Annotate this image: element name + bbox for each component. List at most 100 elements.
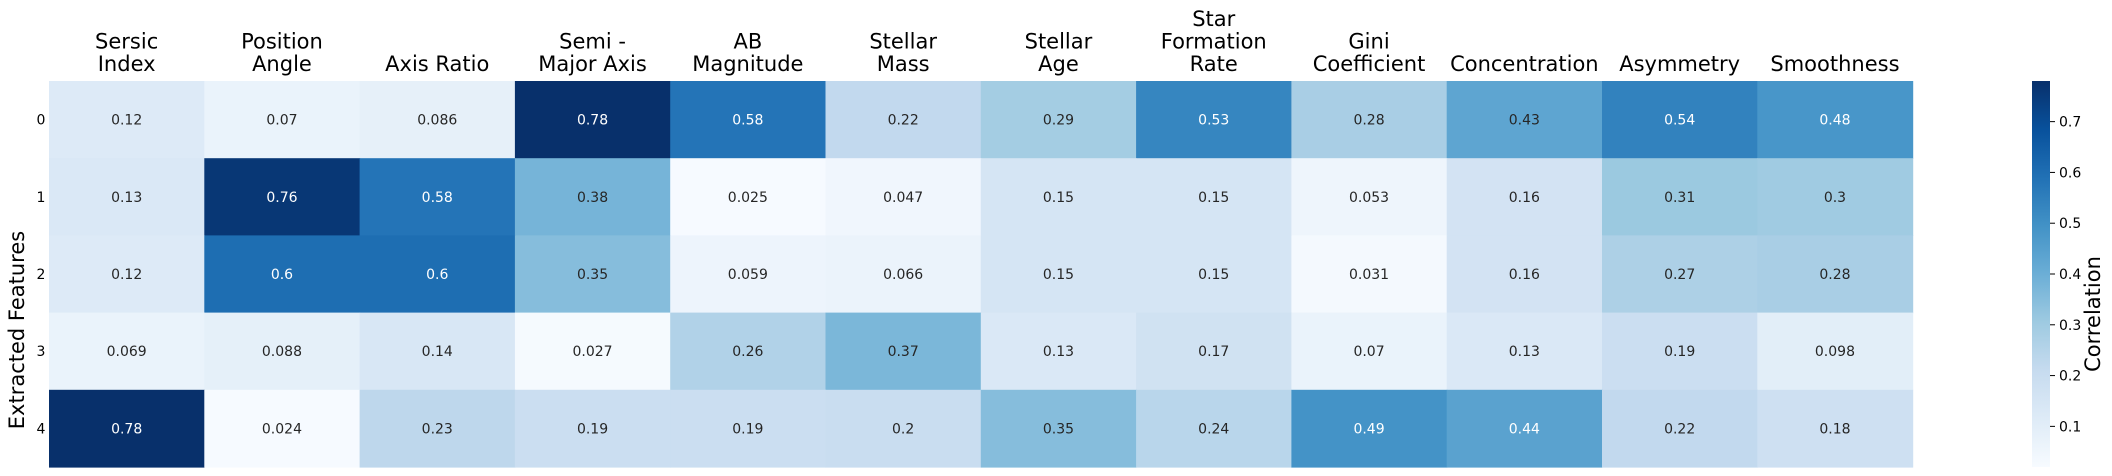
heatmap-cell — [204, 312, 361, 391]
cell-value-label: 0.37 — [888, 344, 919, 360]
heatmap-cell — [1136, 81, 1292, 159]
cell-value-label: 0.78 — [577, 113, 608, 129]
heatmap-cell — [1291, 235, 1448, 314]
cell-value-label: 0.024 — [262, 421, 302, 437]
heatmap-cell — [825, 389, 982, 468]
cell-value-label: 0.15 — [1198, 267, 1229, 283]
heatmap-cell — [670, 158, 827, 236]
heatmap-cell — [1602, 389, 1758, 468]
heatmap-cell — [359, 81, 516, 159]
heatmap-cell — [670, 235, 827, 314]
column-label: Stellar Age — [1025, 30, 1093, 77]
cell-value-label: 0.098 — [1815, 344, 1855, 360]
heatmap-cell — [1291, 158, 1448, 236]
y-axis-label: Extracted Features — [5, 231, 29, 429]
heatmap-cell — [49, 389, 205, 468]
cell-value-label: 0.088 — [262, 344, 302, 360]
heatmap-cell — [980, 389, 1137, 468]
heatmap-cell — [1446, 81, 1603, 159]
heatmap-cell — [1446, 312, 1603, 391]
heatmap-cell — [514, 158, 671, 236]
heatmap-cell — [49, 312, 205, 391]
heatmap-cell — [1602, 235, 1758, 314]
heatmap-cell — [1757, 312, 1914, 391]
heatmap-cell — [49, 235, 205, 314]
row-label: 2 — [37, 267, 46, 283]
column-label: AB Magnitude — [692, 30, 803, 77]
heatmap-cell — [1291, 389, 1448, 468]
column-label: Position Angle — [241, 30, 323, 77]
cell-value-label: 0.6 — [271, 267, 293, 283]
cell-value-label: 0.07 — [266, 113, 297, 129]
heatmap-cell — [1291, 81, 1448, 159]
heatmap-cell — [825, 312, 982, 391]
cell-value-label: 0.031 — [1349, 267, 1389, 283]
heatmap-cell — [204, 235, 361, 314]
cell-value-label: 0.19 — [732, 421, 763, 437]
heatmap-cell-labels: 0.12 0.07 0.086 0.78 0.58 0.22 0.29 0.53 0.28 0.4… — [107, 113, 1855, 438]
heatmap-cell — [980, 312, 1137, 391]
heatmap-cell — [49, 158, 205, 236]
cell-value-label: 0.48 — [1819, 113, 1850, 129]
colorbar-tick-label: 0.5 — [2059, 216, 2081, 232]
row-label: 3 — [37, 344, 46, 360]
heatmap-cell — [1757, 235, 1914, 314]
cell-value-label: 0.54 — [1664, 113, 1695, 129]
cell-value-label: 0.059 — [728, 267, 768, 283]
heatmap-cell — [1757, 158, 1914, 236]
heatmap-cell — [1757, 81, 1914, 159]
cell-value-label: 0.13 — [1509, 344, 1540, 360]
cell-value-label: 0.27 — [1664, 267, 1695, 283]
heatmap-cell — [670, 389, 827, 468]
row-label: 4 — [37, 421, 46, 437]
cell-value-label: 0.44 — [1509, 421, 1540, 437]
cell-value-label: 0.19 — [577, 421, 608, 437]
cell-value-label: 0.28 — [1353, 113, 1384, 129]
cell-value-label: 0.047 — [883, 190, 923, 206]
cell-value-label: 0.35 — [577, 267, 608, 283]
column-label: Sersic Index — [95, 30, 158, 77]
heatmap-cell — [359, 312, 516, 391]
cell-value-label: 0.086 — [417, 113, 457, 129]
cell-value-label: 0.12 — [111, 267, 142, 283]
cell-value-label: 0.24 — [1198, 421, 1229, 437]
cell-value-label: 0.07 — [1353, 344, 1384, 360]
cell-value-label: 0.18 — [1819, 421, 1850, 437]
cell-value-label: 0.12 — [111, 113, 142, 129]
column-label: Star Formation Rate — [1161, 7, 1267, 76]
cell-value-label: 0.14 — [422, 344, 453, 360]
heatmap-cell — [1136, 312, 1292, 391]
heatmap-cell — [514, 312, 671, 391]
cell-value-label: 0.16 — [1509, 190, 1540, 206]
heatmap-cell — [1446, 389, 1603, 468]
colorbar-tick-label: 0.4 — [2059, 267, 2081, 283]
heatmap-cell — [1136, 235, 1292, 314]
colorbar-tick-label: 0.1 — [2059, 419, 2081, 435]
heatmap-cell — [359, 158, 516, 236]
cell-value-label: 0.3 — [1824, 190, 1846, 206]
column-label: Smoothness — [1770, 52, 1899, 76]
cell-value-label: 0.19 — [1664, 344, 1695, 360]
heatmap-cell — [359, 389, 516, 468]
cell-value-label: 0.15 — [1198, 190, 1229, 206]
heatmap-cell — [1136, 389, 1292, 468]
heatmap-cell — [670, 312, 827, 391]
cell-value-label: 0.066 — [883, 267, 923, 283]
cell-value-label: 0.58 — [732, 113, 763, 129]
heatmap-cell — [980, 81, 1137, 159]
cell-value-label: 0.13 — [111, 190, 142, 206]
cell-value-label: 0.49 — [1353, 421, 1384, 437]
cell-value-label: 0.17 — [1198, 344, 1229, 360]
cell-value-label: 0.58 — [422, 190, 453, 206]
row-label: 1 — [37, 190, 46, 206]
heatmap-cell — [204, 81, 361, 159]
cell-value-label: 0.025 — [728, 190, 768, 206]
cell-value-label: 0.31 — [1664, 190, 1695, 206]
heatmap-cell — [1602, 312, 1758, 391]
heatmap-cell — [1757, 389, 1914, 468]
cell-value-label: 0.069 — [107, 344, 147, 360]
heatmap-cell — [1446, 158, 1603, 236]
cell-value-label: 0.16 — [1509, 267, 1540, 283]
heatmap-cell — [514, 235, 671, 314]
